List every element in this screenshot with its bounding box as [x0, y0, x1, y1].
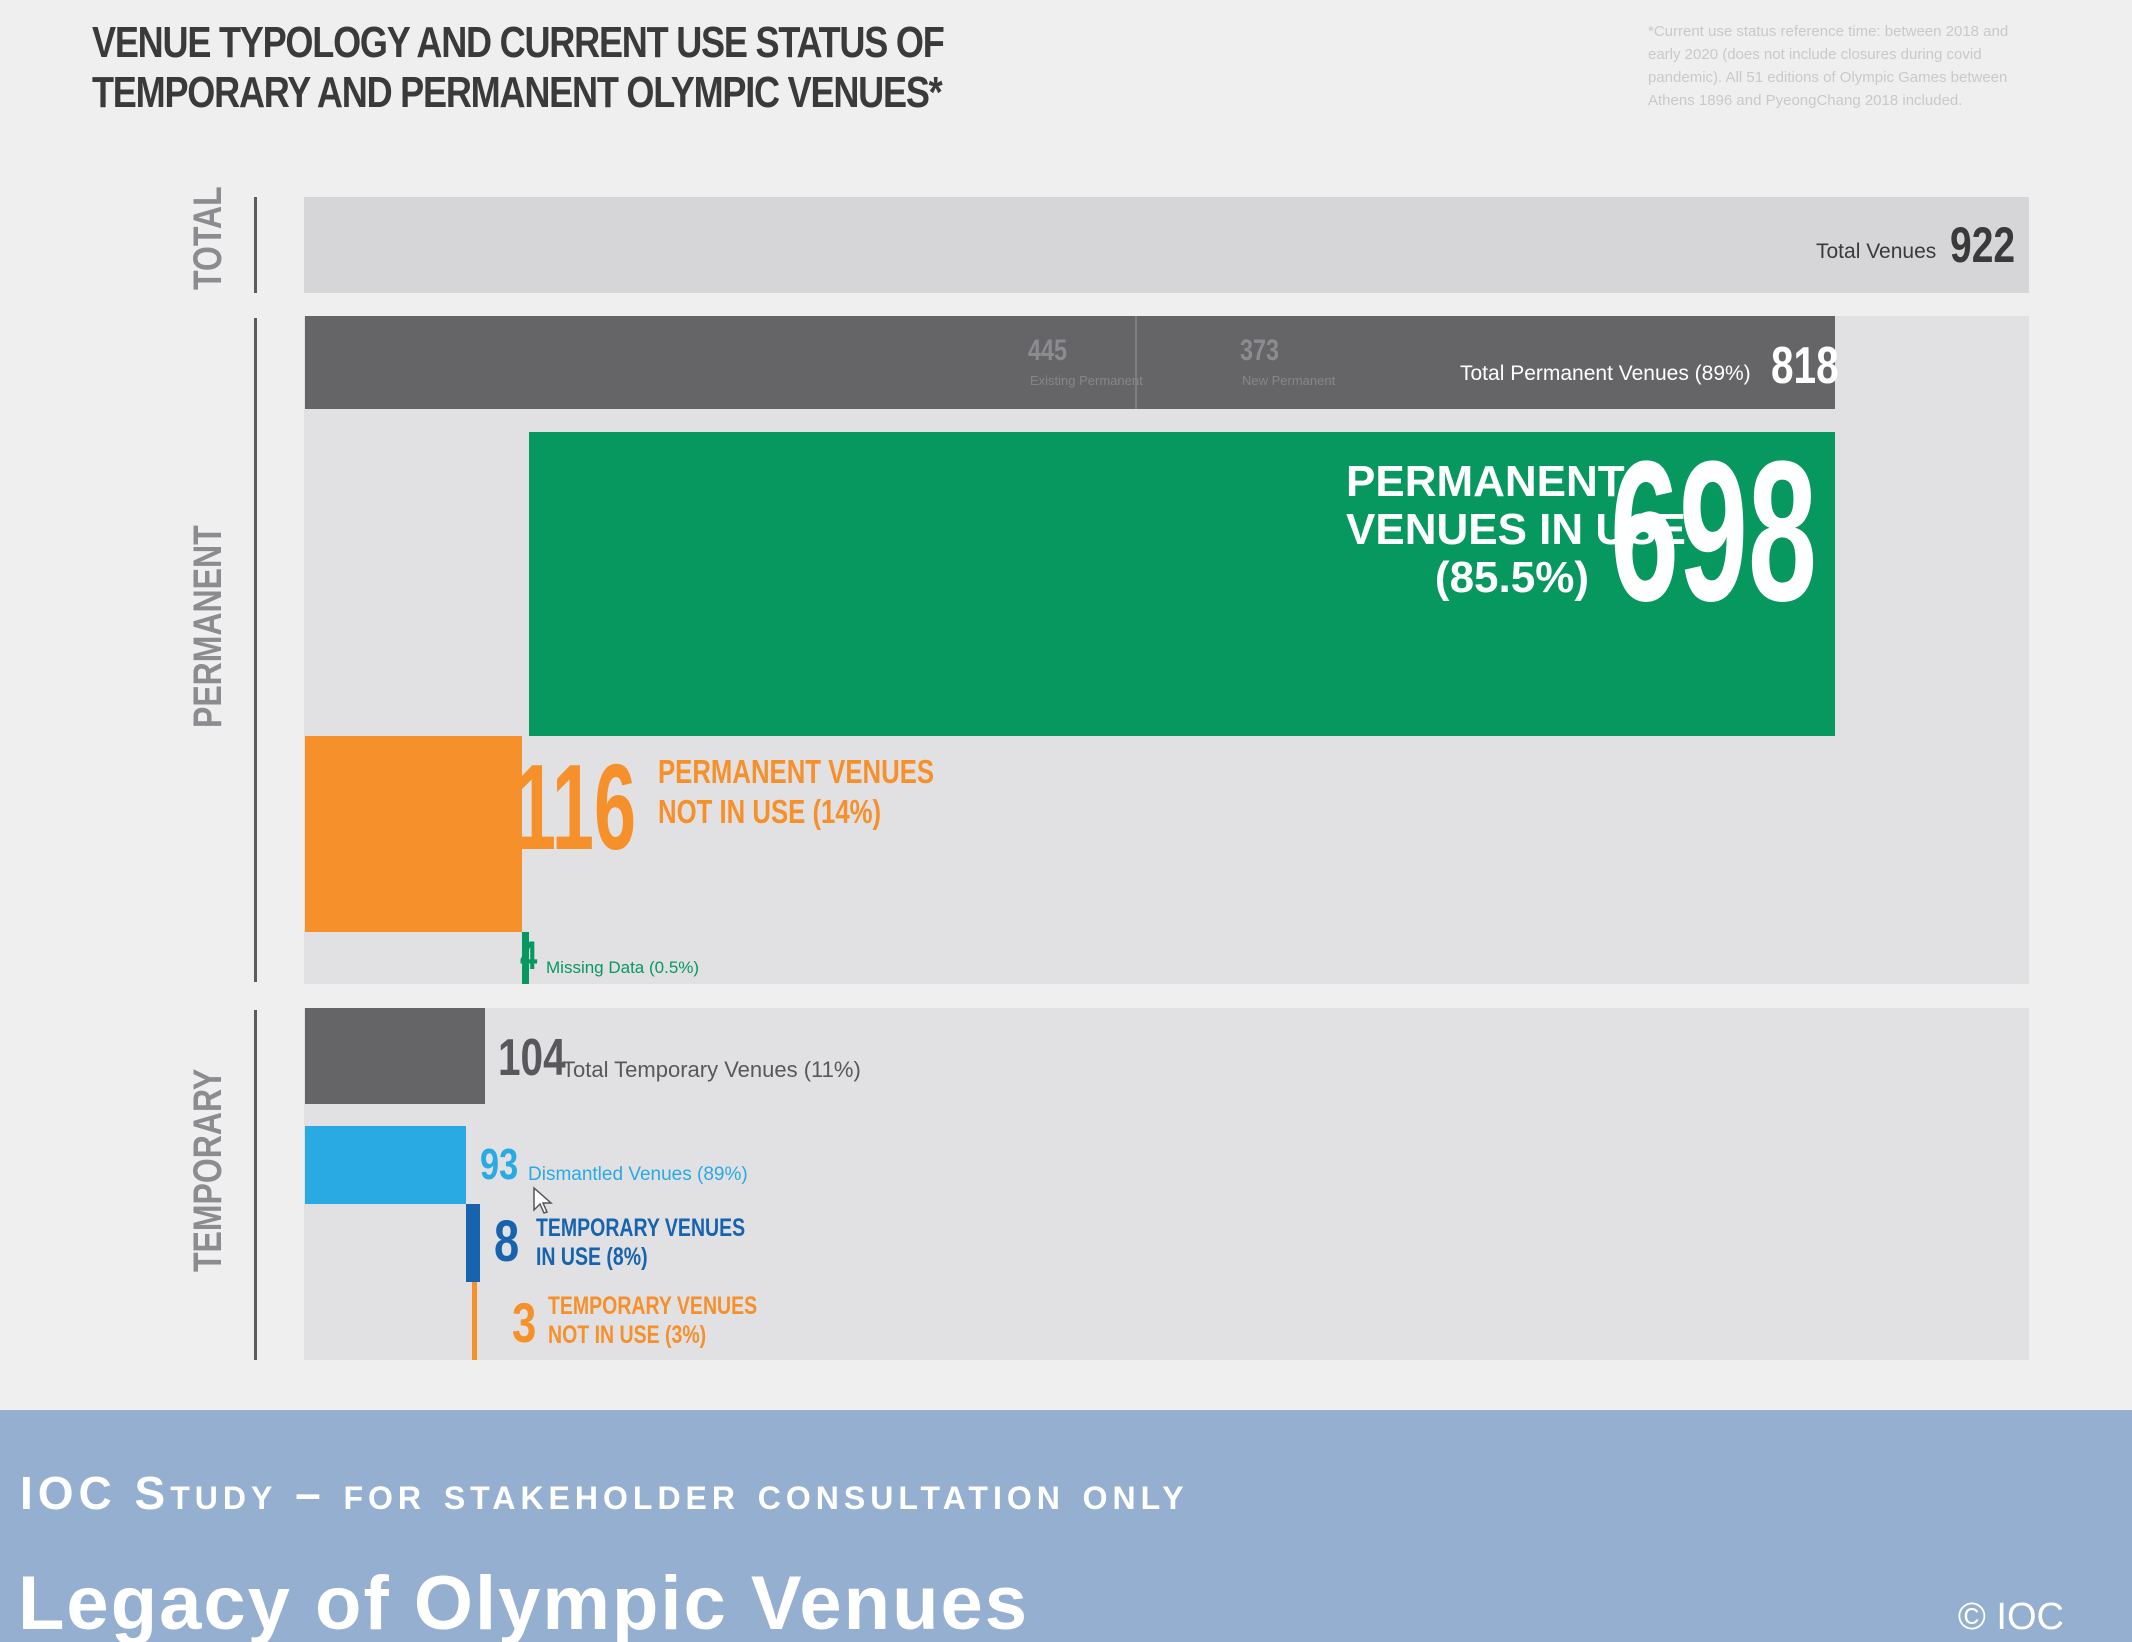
- temp-in-use-value: 8: [494, 1209, 520, 1274]
- bar-permanent-not-in-use: [305, 736, 522, 932]
- section-label-temporary: TEMPORARY: [186, 1068, 230, 1272]
- perm-not-in-use-label: PERMANENT VENUES NOT IN USE (14%): [658, 752, 1012, 832]
- perm-in-use-line-2: VENUES IN USE: [1346, 505, 1686, 554]
- temp-in-use-label: TEMPORARY VENUES IN USE (8%): [536, 1214, 804, 1272]
- perm-in-use-value: 698: [1610, 420, 1817, 643]
- bar-missing-data: [521, 932, 530, 984]
- footnote: *Current use status reference time: betw…: [1648, 23, 2009, 109]
- total-permanent-value: 818: [1771, 337, 1839, 395]
- existing-permanent-value: 445: [1028, 334, 1068, 367]
- temp-not-in-use-label: TEMPORARY VENUES NOT IN USE (3%): [548, 1292, 816, 1350]
- bar-total-temporary: [305, 1008, 485, 1104]
- missing-data-label: Missing Data (0.5%): [546, 958, 700, 977]
- temp-in-use-line-1: TEMPORARY VENUES: [536, 1214, 746, 1242]
- perm-in-use-line-1: PERMANENT: [1346, 457, 1625, 506]
- new-permanent-value: 373: [1240, 334, 1280, 367]
- banner-kicker: IOC Study – for stakeholder consultation…: [20, 1467, 1189, 1519]
- dismantled-label: Dismantled Venues (89%): [528, 1164, 748, 1185]
- total-venues-label: Total Venues: [1816, 240, 1937, 263]
- dismantled-value: 93: [480, 1140, 519, 1189]
- section-line-temporary: [254, 1010, 257, 1360]
- bar-permanent-in-use: [529, 432, 1835, 736]
- temp-in-use-line-2: IN USE (8%): [536, 1243, 648, 1271]
- chart-title-line-2: TEMPORARY AND PERMANENT OLYMPIC VENUES*: [92, 68, 943, 117]
- section-label-permanent: PERMANENT: [186, 525, 230, 728]
- total-permanent-label: Total Permanent Venues (89%): [1460, 362, 1751, 385]
- total-venues-value: 922: [1950, 217, 2016, 273]
- bar-new-permanent: [1137, 316, 1835, 409]
- copyright: © IOC: [1957, 1596, 2064, 1638]
- total-panel: [304, 197, 2029, 293]
- missing-data-value: 4: [520, 934, 538, 978]
- perm-not-in-use-line-1: PERMANENT VENUES: [658, 753, 935, 790]
- temp-total-label: Total Temporary Venues (11%): [562, 1057, 861, 1082]
- temp-total-value: 104: [498, 1029, 566, 1087]
- temp-not-in-use-line-1: TEMPORARY VENUES: [548, 1292, 758, 1320]
- chart-title-line-1: VENUE TYPOLOGY AND CURRENT USE STATUS OF: [92, 18, 945, 67]
- section-label-total: TOTAL: [186, 186, 230, 290]
- temporary-panel: [304, 1008, 2029, 1360]
- perm-not-in-use-value: 116: [514, 739, 637, 875]
- bar-existing-permanent: [305, 316, 1138, 409]
- new-permanent-label: New Permanent: [1242, 373, 1336, 388]
- mouse-cursor-icon: [533, 1186, 553, 1214]
- perm-in-use-label: PERMANENT VENUES IN USE (85.5%): [1346, 457, 1686, 602]
- banner-title: Legacy of Olympic Venues: [18, 1561, 1030, 1642]
- temp-not-in-use-value: 3: [512, 1291, 537, 1354]
- existing-permanent-label: Existing Permanent: [1030, 373, 1143, 388]
- bar-temporary-in-use: [465, 1204, 480, 1282]
- bar-temporary-not-in-use: [471, 1282, 477, 1360]
- bar-dismantled: [305, 1126, 466, 1204]
- perm-not-in-use-line-2: NOT IN USE (14%): [658, 793, 882, 830]
- section-line-permanent: [254, 318, 257, 982]
- section-line-total: [254, 197, 257, 293]
- temp-not-in-use-line-2: NOT IN USE (3%): [548, 1321, 707, 1349]
- footer-banner: IOC Study – for stakeholder consultation…: [0, 1410, 2132, 1642]
- perm-in-use-line-3: (85.5%): [1434, 553, 1589, 602]
- chart-title: VENUE TYPOLOGY AND CURRENT USE STATUS OF…: [92, 18, 945, 118]
